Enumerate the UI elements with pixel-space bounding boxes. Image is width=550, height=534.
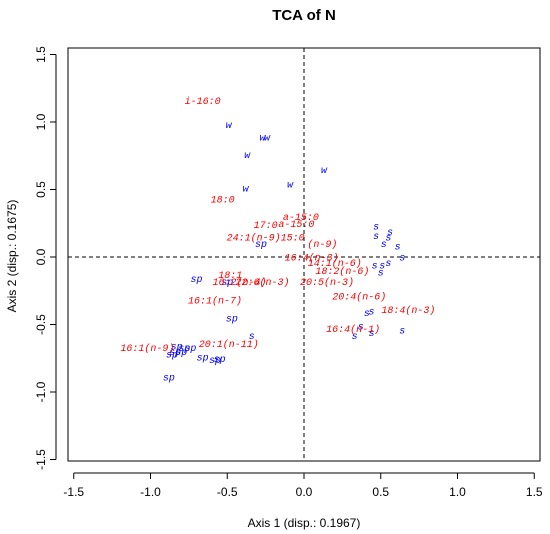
x-tick-label: -1.0 <box>140 485 161 499</box>
chart-title: TCA of N <box>272 7 336 24</box>
sample-point-label: sp <box>226 314 238 325</box>
sample-point-label: sp <box>209 356 221 367</box>
variable-point-label: 18:0 <box>211 195 235 206</box>
variable-point-label: 16:4(n-1) <box>326 324 380 336</box>
sample-point-label: w <box>264 133 271 144</box>
variable-point-label: 18:4(n-3) <box>381 305 435 317</box>
sample-point-label: s <box>249 332 255 343</box>
x-tick-label: -0.5 <box>217 485 238 499</box>
sample-point-label: sp <box>214 355 226 366</box>
variable-point-label: a-15:0 <box>283 213 319 224</box>
variable-point-label: 20:4(n-6) <box>332 292 386 304</box>
y-tick-label: -1.0 <box>34 381 48 402</box>
variable-point-label: 16:2(n-4) <box>213 277 267 289</box>
variable-point-label: 16:1(n-7) <box>188 296 242 308</box>
x-axis-label: Axis 1 (disp.: 0.1967) <box>248 516 361 530</box>
sample-point-label: s <box>381 240 387 251</box>
variable-point-label: i-16:0 <box>185 96 221 108</box>
y-axis: -1.5 -1.0 -0.5 0.0 0.5 1.0 1.5 <box>34 46 57 470</box>
variable-point-label: 22:6(n-3) <box>236 277 290 289</box>
sample-point-label: s <box>358 322 364 333</box>
sample-point-label: s <box>372 262 378 273</box>
variable-point-label: 16:4(n-3) <box>285 253 339 265</box>
sample-point-label: sp <box>163 374 175 385</box>
y-axis-label: Axis 2 (disp.: 0.1675) <box>5 200 19 313</box>
y-tick-label: 0.0 <box>34 248 48 265</box>
sample-point-label: sp <box>175 348 187 359</box>
sample-point-label: s <box>369 308 375 319</box>
sample-point-label: w <box>321 166 328 177</box>
variable-point-label: 20:1(n-11) <box>199 339 259 351</box>
y-tick-label: -0.5 <box>34 314 48 335</box>
x-tick-label: 0.0 <box>296 485 313 499</box>
x-tick-label: 0.5 <box>372 485 389 499</box>
y-tick-label: 1.0 <box>34 113 48 130</box>
sample-point-label: sp <box>255 240 267 251</box>
sample-point-label: s <box>352 332 358 343</box>
sample-point-label: w <box>287 181 294 192</box>
variable-point-label: 20:5(n-3) <box>300 277 354 289</box>
sample-point-label: s <box>399 254 405 265</box>
sample-point-label: s <box>373 222 379 233</box>
sample-point-label: s <box>373 232 379 243</box>
sample-point-label: s <box>399 326 405 337</box>
x-axis: -1.5 -1.0 -0.5 0.0 0.5 1.0 1.5 <box>63 472 543 499</box>
sample-point-label: sp <box>221 278 233 289</box>
sample-point-label: sp <box>197 353 209 364</box>
sample-point-label: s <box>385 233 391 244</box>
variable-point-label: 16:1(n-9) <box>120 343 174 355</box>
sample-point-label: w <box>243 185 250 196</box>
y-tick-label: 1.5 <box>34 46 48 63</box>
reference-lines <box>68 48 540 461</box>
sample-point-label: sp <box>184 344 196 355</box>
sample-point-label: s <box>364 309 370 320</box>
variable-point-label: a-15:0 <box>278 220 314 231</box>
sample-point-label: s <box>387 228 393 239</box>
y-tick-label: -1.5 <box>34 449 48 470</box>
y-tick-label: 0.5 <box>34 181 48 198</box>
variable-point-label: 14:1(n-6) <box>308 258 362 270</box>
x-tick-label: 1.0 <box>449 485 466 499</box>
sample-point-label: w <box>244 151 251 162</box>
sample-point-label: sp <box>166 351 178 362</box>
sample-point-label: s <box>385 259 391 270</box>
sample-point-label: w <box>260 133 267 144</box>
sample-point-label: w <box>226 121 233 132</box>
sample-point-label: s <box>369 329 375 340</box>
sample-point-label: sp <box>171 343 183 354</box>
variable-point-label: 24:1(n-9)15:0 <box>227 232 305 244</box>
x-tick-label: 1.5 <box>526 485 543 499</box>
sample-point-label: s <box>395 243 401 254</box>
variable-point-label: 18:2(n-6) <box>315 266 369 278</box>
sample-point-label: s <box>379 262 385 273</box>
sample-point-label: sp <box>169 348 181 359</box>
variable-point-label: 17:0 <box>254 221 278 232</box>
sample-point-label: sp <box>178 344 190 355</box>
x-tick-label: -1.5 <box>63 485 84 499</box>
variable-point-label: 18:1 <box>218 271 242 282</box>
sample-point-label: s <box>378 268 384 279</box>
variable-point-label: (n-9) <box>307 239 337 251</box>
sample-point-label: sp <box>191 275 203 286</box>
